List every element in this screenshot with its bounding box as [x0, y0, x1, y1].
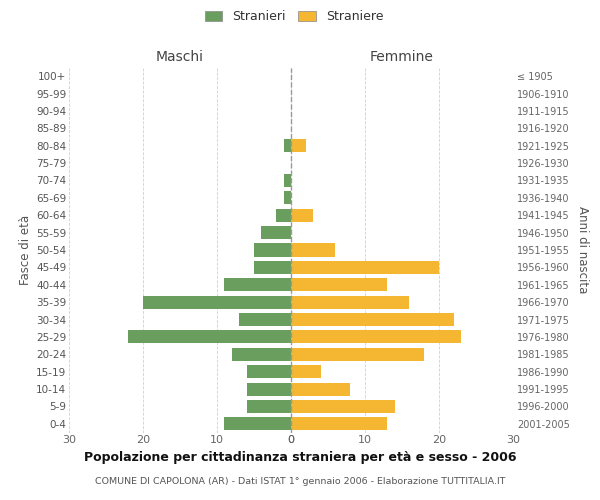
Y-axis label: Fasce di età: Fasce di età — [19, 215, 32, 285]
Bar — [291, 244, 335, 256]
Bar — [291, 278, 387, 291]
Bar — [291, 330, 461, 344]
Bar — [291, 348, 424, 361]
Bar — [232, 348, 291, 361]
Bar — [291, 296, 409, 308]
Bar — [291, 208, 313, 222]
Bar — [247, 365, 291, 378]
Bar — [284, 174, 291, 187]
Bar — [143, 296, 291, 308]
Bar — [262, 226, 291, 239]
Bar — [254, 244, 291, 256]
Title: Femmine: Femmine — [370, 50, 434, 64]
Bar — [128, 330, 291, 344]
Legend: Stranieri, Straniere: Stranieri, Straniere — [201, 6, 387, 26]
Bar — [291, 382, 350, 396]
Title: Maschi: Maschi — [156, 50, 204, 64]
Bar — [291, 400, 395, 413]
Bar — [247, 400, 291, 413]
Bar — [291, 139, 306, 152]
Y-axis label: Anni di nascita: Anni di nascita — [575, 206, 589, 294]
Bar — [291, 313, 454, 326]
Bar — [291, 365, 320, 378]
Text: Popolazione per cittadinanza straniera per età e sesso - 2006: Popolazione per cittadinanza straniera p… — [84, 451, 516, 464]
Bar — [284, 139, 291, 152]
Text: COMUNE DI CAPOLONA (AR) - Dati ISTAT 1° gennaio 2006 - Elaborazione TUTTITALIA.I: COMUNE DI CAPOLONA (AR) - Dati ISTAT 1° … — [95, 477, 505, 486]
Bar — [291, 418, 387, 430]
Bar — [224, 278, 291, 291]
Bar — [247, 382, 291, 396]
Bar — [224, 418, 291, 430]
Bar — [239, 313, 291, 326]
Bar — [291, 261, 439, 274]
Bar — [254, 261, 291, 274]
Bar — [284, 192, 291, 204]
Bar — [276, 208, 291, 222]
